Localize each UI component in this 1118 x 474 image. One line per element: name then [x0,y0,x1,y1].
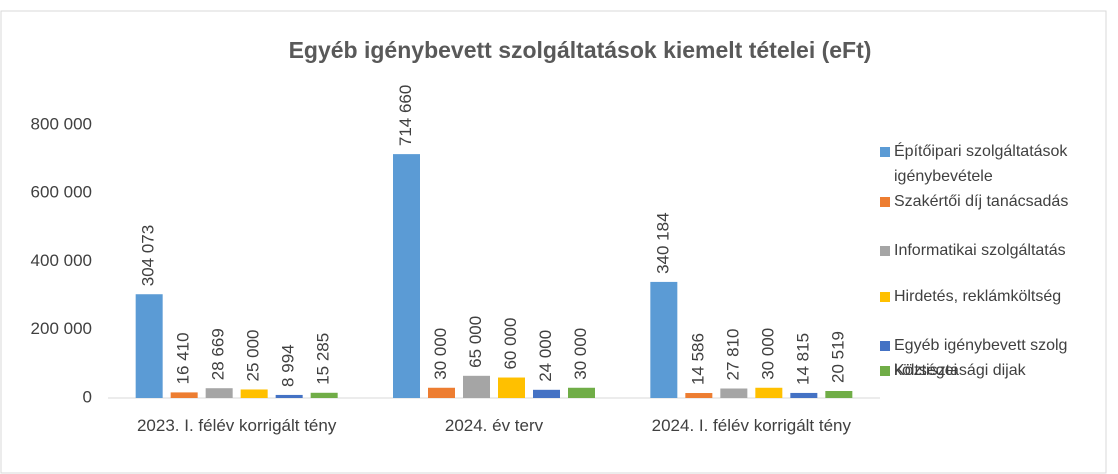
value-label: 8 994 [279,344,298,387]
value-label: 15 285 [314,333,333,385]
x-tick-label: 2023. I. félév korrigált tény [136,416,337,435]
value-label: 714 660 [396,85,415,146]
y-tick-label: 800 000 [31,114,92,133]
legend-swatch [880,341,890,351]
bar [428,387,455,398]
legend-swatch [880,366,890,376]
legend-label: Építőipari szolgáltatások igénybevétele [894,143,1068,185]
value-label: 27 810 [723,329,742,381]
value-label: 14 586 [688,333,707,385]
y-tick-label: 200 000 [31,319,92,338]
bar [825,390,853,398]
bar [755,387,783,398]
bar [170,392,198,398]
bar [720,388,748,398]
bar [650,281,678,398]
bar [310,392,338,398]
value-label: 65 000 [466,316,485,368]
y-tick-label: 400 000 [31,251,92,270]
legend-item: Köztisztasági dijak [880,358,1116,383]
legend-item: Szakértői díj tanácsadás [880,189,1116,214]
bar [790,392,818,398]
value-label: 60 000 [501,318,520,370]
legend-label: Informatikai szolgáltatás [894,242,1066,259]
value-label: 14 815 [793,333,812,385]
bar [568,387,595,398]
value-label: 16 410 [174,332,193,384]
bar [498,377,525,398]
value-label: 20 519 [828,331,847,383]
y-tick-label: 0 [83,387,92,406]
chart-border [0,10,1107,474]
value-label: 30 000 [431,328,450,380]
legend-label: Köztisztasági dijak [894,362,1026,379]
legend-label: Hirdetés, reklámköltség [894,288,1062,305]
x-tick-label: 2024. év terv [444,416,544,435]
bar [393,154,420,398]
legend-swatch [880,246,890,256]
legend-item: Hirdetés, reklámköltség [880,284,1116,309]
bar [533,389,560,398]
value-label: 304 073 [139,225,158,286]
bar [205,388,233,398]
value-label: 30 000 [571,328,590,380]
legend-item: Informatikai szolgáltatás [880,238,1116,263]
value-label: 25 000 [244,329,263,381]
legend-label: Egyéb igénybevett szolg költségei [894,337,1068,379]
legend-swatch [880,292,890,302]
legend-item: Egyéb igénybevett szolg költségei [880,333,1116,383]
bar [463,375,490,398]
x-tick-label: 2024. I. félév korrigált tény [651,416,852,435]
value-label: 340 184 [653,212,672,273]
value-label: 30 000 [758,328,777,380]
value-label: 28 669 [209,328,228,380]
bar [135,294,163,398]
legend-swatch [880,197,890,207]
bar [275,394,303,398]
bar [685,393,713,398]
legend-item: Építőipari szolgáltatások igénybevétele [880,139,1116,189]
bar [240,389,268,398]
value-label: 24 000 [536,330,555,382]
chart-title: Egyéb igénybevett szolgáltatások kiemelt… [289,37,872,63]
y-tick-label: 600 000 [31,183,92,202]
legend-swatch [880,147,890,157]
legend-label: Szakértői díj tanácsadás [894,193,1069,210]
